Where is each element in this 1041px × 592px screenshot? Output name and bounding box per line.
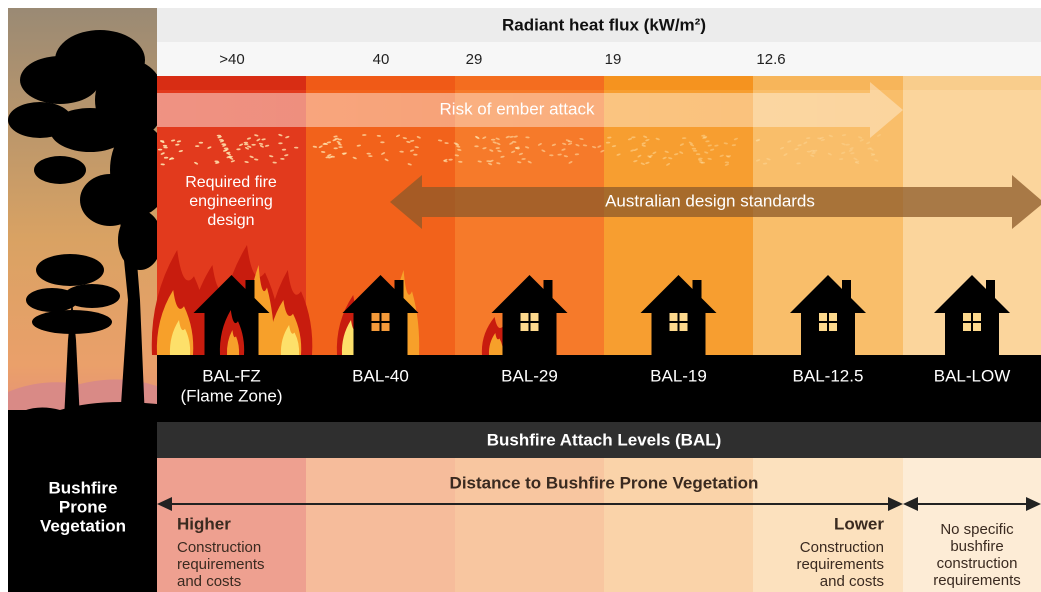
house-chimney [395, 280, 404, 300]
bal-sublabel: (Flame Zone) [180, 386, 282, 405]
bal-label: BAL-LOW [934, 366, 1011, 385]
zone-lower [306, 458, 455, 592]
house-window-pane [973, 313, 981, 321]
higher-text: Construction [177, 539, 261, 556]
zone-top [903, 76, 1041, 90]
higher-text: requirements [177, 556, 265, 573]
bal-label: BAL-40 [352, 366, 409, 385]
no-requirements-text: requirements [933, 572, 1021, 589]
house-chimney [986, 280, 995, 300]
lower-heading: Lower [834, 514, 884, 533]
zone-top [455, 76, 604, 90]
bal-label: BAL-29 [501, 366, 558, 385]
bal-bar-label: Bushfire Attach Levels (BAL) [487, 430, 722, 449]
house-window-pane [680, 323, 688, 331]
zone-top [753, 76, 903, 90]
zone-top [306, 76, 455, 90]
house-body [503, 305, 557, 357]
lower-text: and costs [820, 573, 884, 590]
house-window-pane [963, 313, 971, 321]
zone-top [157, 76, 306, 90]
house-body [652, 305, 706, 357]
header-title: Radiant heat flux (kW/m²) [502, 15, 706, 34]
tree-canopy [34, 156, 86, 184]
zone-top [604, 76, 753, 90]
flux-row [157, 42, 1041, 76]
no-requirements-text: construction [937, 555, 1018, 572]
house-window-pane [531, 323, 539, 331]
no-requirements-text: bushfire [950, 538, 1003, 555]
house-window-pane [521, 323, 529, 331]
bal-label: BAL-19 [650, 366, 707, 385]
house-window-pane [973, 323, 981, 331]
flux-label: 40 [373, 51, 390, 68]
higher-heading: Higher [177, 514, 231, 533]
house-chimney [693, 280, 702, 300]
flux-label: >40 [219, 51, 244, 68]
ember [199, 142, 203, 144]
house-window-pane [382, 323, 390, 331]
no-requirements-text: No specific [940, 521, 1014, 538]
house-window-pane [372, 313, 380, 321]
house-chimney [842, 280, 851, 300]
house-window-pane [819, 313, 827, 321]
small-tree-canopy [32, 310, 112, 334]
vegetation-label: Vegetation [40, 516, 126, 535]
bal-band [157, 355, 1041, 422]
fire-engineering-text: Required fire [185, 174, 277, 191]
house-window-pane [372, 323, 380, 331]
ember-label: Risk of ember attack [440, 99, 595, 118]
small-tree-canopy [64, 284, 120, 308]
house-body [801, 305, 855, 357]
tree-canopy [118, 210, 162, 270]
flux-label: 19 [605, 51, 622, 68]
standards-label: Australian design standards [605, 191, 815, 210]
house-window-pane [829, 323, 837, 331]
house-window-pane [382, 313, 390, 321]
house-window-pane [670, 323, 678, 331]
house-window-pane [819, 323, 827, 331]
house-window-pane [521, 313, 529, 321]
bal-label: BAL-FZ [202, 366, 261, 385]
house-window-pane [531, 313, 539, 321]
ember [251, 144, 255, 146]
small-tree-canopy [36, 254, 104, 286]
flux-label: 29 [466, 51, 483, 68]
house-window-pane [963, 323, 971, 331]
house-window-pane [670, 313, 678, 321]
ember [631, 136, 635, 138]
house-body [945, 305, 999, 357]
flux-label: 12.6 [756, 51, 785, 68]
house-chimney [544, 280, 553, 300]
house-chimney [246, 280, 255, 300]
distance-title: Distance to Bushfire Prone Vegetation [450, 473, 759, 492]
vegetation-label: Prone [59, 497, 107, 516]
ember [334, 147, 338, 149]
fire-engineering-text: design [207, 212, 254, 229]
house-window-pane [829, 313, 837, 321]
house-body [354, 305, 408, 357]
house-window-pane [680, 313, 688, 321]
fire-engineering-text: engineering [189, 193, 273, 210]
bal-diagram: Radiant heat flux (kW/m²) >40 40 29 19 12.6 Ri… [0, 0, 1041, 592]
vegetation-label: Bushfire [49, 478, 118, 497]
bal-label: BAL-12.5 [793, 366, 864, 385]
higher-text: and costs [177, 573, 241, 590]
lower-text: requirements [796, 556, 884, 573]
lower-text: Construction [800, 539, 884, 556]
